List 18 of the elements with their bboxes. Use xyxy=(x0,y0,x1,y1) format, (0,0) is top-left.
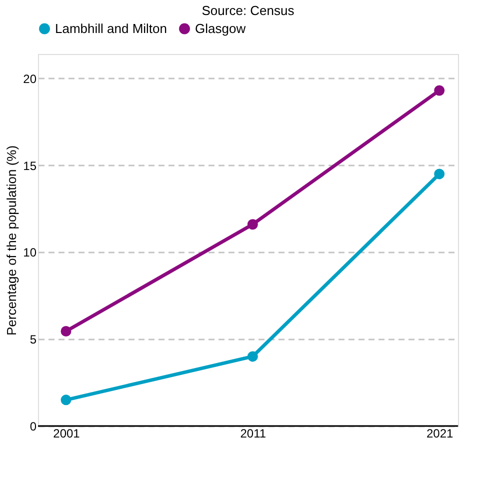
point xyxy=(60,326,72,336)
point xyxy=(247,219,258,230)
point xyxy=(434,168,445,180)
x-tick-label: 2001 xyxy=(53,426,80,440)
point xyxy=(434,85,445,96)
legend-label: Lambhill and Milton xyxy=(55,20,168,36)
y-tick-label: 5 xyxy=(30,332,37,347)
y-tick-label: 15 xyxy=(23,158,37,173)
y-axis-title: Percentage of the population (%) xyxy=(4,145,20,336)
x-tick-label: 2021 xyxy=(426,426,454,440)
point xyxy=(60,394,72,406)
y-tick-label: 0 xyxy=(30,420,37,434)
x-tick-label: 2011 xyxy=(240,426,266,440)
point xyxy=(247,351,258,362)
y-tick-label: 10 xyxy=(23,246,37,260)
legend-label: Glasgow xyxy=(195,20,246,36)
y-tick-label: 20 xyxy=(23,72,37,86)
chart-title: Source: Census xyxy=(202,3,295,18)
